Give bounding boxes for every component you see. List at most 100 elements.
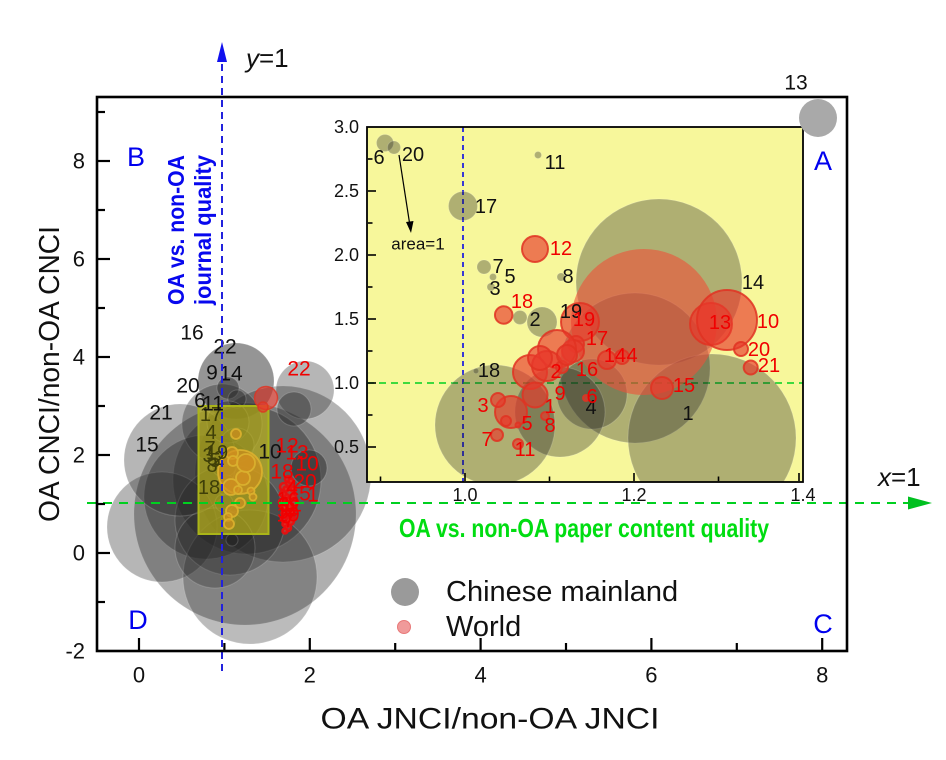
svg-text:2.0: 2.0 bbox=[334, 245, 359, 265]
svg-text:3: 3 bbox=[277, 501, 289, 524]
svg-text:17: 17 bbox=[586, 328, 608, 350]
svg-text:19: 19 bbox=[276, 504, 299, 527]
svg-text:13: 13 bbox=[709, 312, 731, 334]
svg-text:7: 7 bbox=[283, 510, 295, 533]
svg-text:8: 8 bbox=[562, 266, 573, 288]
svg-text:16: 16 bbox=[276, 489, 299, 512]
svg-text:13: 13 bbox=[285, 442, 308, 465]
svg-text:C: C bbox=[813, 609, 833, 639]
svg-text:22: 22 bbox=[213, 336, 236, 359]
svg-text:journal quality: journal quality bbox=[190, 155, 216, 306]
svg-text:21: 21 bbox=[758, 355, 780, 377]
svg-text:1.2: 1.2 bbox=[621, 485, 646, 505]
svg-text:2: 2 bbox=[550, 361, 561, 383]
svg-text:18: 18 bbox=[478, 360, 500, 382]
svg-text:-2: -2 bbox=[65, 639, 85, 664]
svg-text:11: 11 bbox=[280, 494, 302, 517]
svg-text:OA CNCI/non-OA CNCI: OA CNCI/non-OA CNCI bbox=[34, 226, 66, 522]
svg-text:7: 7 bbox=[492, 256, 503, 278]
svg-text:17: 17 bbox=[475, 196, 497, 218]
svg-text:5: 5 bbox=[504, 266, 515, 288]
svg-text:6: 6 bbox=[73, 247, 85, 272]
svg-text:2: 2 bbox=[529, 309, 540, 331]
svg-text:6: 6 bbox=[373, 147, 384, 169]
svg-text:18: 18 bbox=[511, 291, 533, 313]
svg-text:OA vs. non-OA: OA vs. non-OA bbox=[163, 155, 189, 305]
svg-text:18: 18 bbox=[270, 461, 293, 484]
svg-text:18: 18 bbox=[198, 477, 220, 499]
svg-text:y=1: y=1 bbox=[244, 43, 289, 73]
svg-text:0: 0 bbox=[133, 663, 145, 688]
svg-text:3: 3 bbox=[202, 445, 213, 467]
svg-text:12: 12 bbox=[275, 435, 298, 458]
svg-text:8: 8 bbox=[73, 149, 85, 174]
svg-text:D: D bbox=[128, 605, 148, 635]
svg-text:8: 8 bbox=[816, 663, 828, 688]
svg-text:22: 22 bbox=[287, 358, 310, 381]
svg-text:15: 15 bbox=[135, 434, 158, 457]
svg-text:6: 6 bbox=[645, 663, 657, 688]
svg-text:8: 8 bbox=[284, 499, 296, 522]
svg-text:19: 19 bbox=[206, 442, 228, 464]
svg-text:4: 4 bbox=[626, 345, 637, 367]
svg-text:OA JNCI/non-OA JNCI: OA JNCI/non-OA JNCI bbox=[321, 703, 660, 736]
svg-text:20: 20 bbox=[176, 375, 199, 398]
svg-text:7: 7 bbox=[481, 429, 492, 451]
svg-text:9: 9 bbox=[206, 362, 218, 385]
svg-text:9: 9 bbox=[278, 494, 290, 517]
svg-text:3: 3 bbox=[477, 395, 488, 417]
svg-text:20: 20 bbox=[748, 339, 770, 361]
svg-text:2: 2 bbox=[73, 443, 85, 468]
svg-text:2.5: 2.5 bbox=[334, 181, 359, 201]
svg-text:11: 11 bbox=[545, 152, 566, 174]
svg-text:12: 12 bbox=[550, 238, 572, 260]
svg-text:4: 4 bbox=[585, 397, 596, 419]
svg-text:14: 14 bbox=[219, 363, 243, 386]
svg-text:16: 16 bbox=[180, 322, 203, 345]
svg-text:10: 10 bbox=[757, 311, 779, 333]
svg-text:11: 11 bbox=[202, 393, 224, 416]
svg-text:14: 14 bbox=[604, 345, 626, 367]
svg-text:5: 5 bbox=[209, 450, 220, 472]
svg-text:1.0: 1.0 bbox=[452, 485, 477, 505]
svg-text:21: 21 bbox=[149, 402, 172, 425]
svg-text:4: 4 bbox=[474, 663, 486, 688]
svg-text:7: 7 bbox=[204, 438, 215, 460]
svg-text:4: 4 bbox=[286, 477, 298, 500]
svg-text:5: 5 bbox=[521, 413, 532, 435]
svg-text:14: 14 bbox=[742, 272, 764, 294]
svg-text:1.4: 1.4 bbox=[790, 485, 815, 505]
svg-text:A: A bbox=[814, 146, 832, 176]
svg-text:2: 2 bbox=[304, 663, 316, 688]
svg-text:3.0: 3.0 bbox=[334, 117, 359, 137]
svg-text:Chinese mainland: Chinese mainland bbox=[446, 576, 678, 608]
svg-text:8: 8 bbox=[544, 415, 555, 437]
svg-text:4: 4 bbox=[73, 345, 85, 370]
svg-text:1: 1 bbox=[544, 396, 555, 418]
svg-text:10: 10 bbox=[258, 441, 281, 464]
svg-text:World: World bbox=[446, 611, 521, 643]
svg-text:6: 6 bbox=[586, 386, 597, 408]
svg-text:17: 17 bbox=[200, 404, 222, 426]
svg-text:10: 10 bbox=[295, 453, 318, 476]
svg-text:area=1: area=1 bbox=[391, 235, 444, 254]
svg-text:1.5: 1.5 bbox=[334, 309, 359, 329]
svg-text:9: 9 bbox=[554, 383, 565, 405]
svg-text:4: 4 bbox=[205, 422, 216, 444]
svg-text:19: 19 bbox=[573, 309, 595, 331]
svg-text:19: 19 bbox=[560, 301, 582, 323]
svg-text:15: 15 bbox=[673, 375, 695, 397]
svg-text:x=1: x=1 bbox=[876, 462, 921, 492]
svg-text:16: 16 bbox=[576, 359, 598, 381]
svg-text:1: 1 bbox=[307, 484, 319, 507]
svg-text:6: 6 bbox=[280, 506, 292, 529]
svg-text:20: 20 bbox=[293, 471, 316, 494]
svg-text:11: 11 bbox=[515, 439, 536, 461]
svg-text:8: 8 bbox=[206, 455, 217, 477]
svg-text:13: 13 bbox=[784, 72, 807, 95]
svg-text:20: 20 bbox=[402, 144, 424, 166]
svg-text:OA vs. non-OA paper content qu: OA vs. non-OA paper content quality bbox=[399, 513, 769, 543]
svg-text:6: 6 bbox=[194, 390, 206, 413]
svg-text:B: B bbox=[127, 142, 145, 172]
svg-text:0.5: 0.5 bbox=[334, 437, 359, 457]
